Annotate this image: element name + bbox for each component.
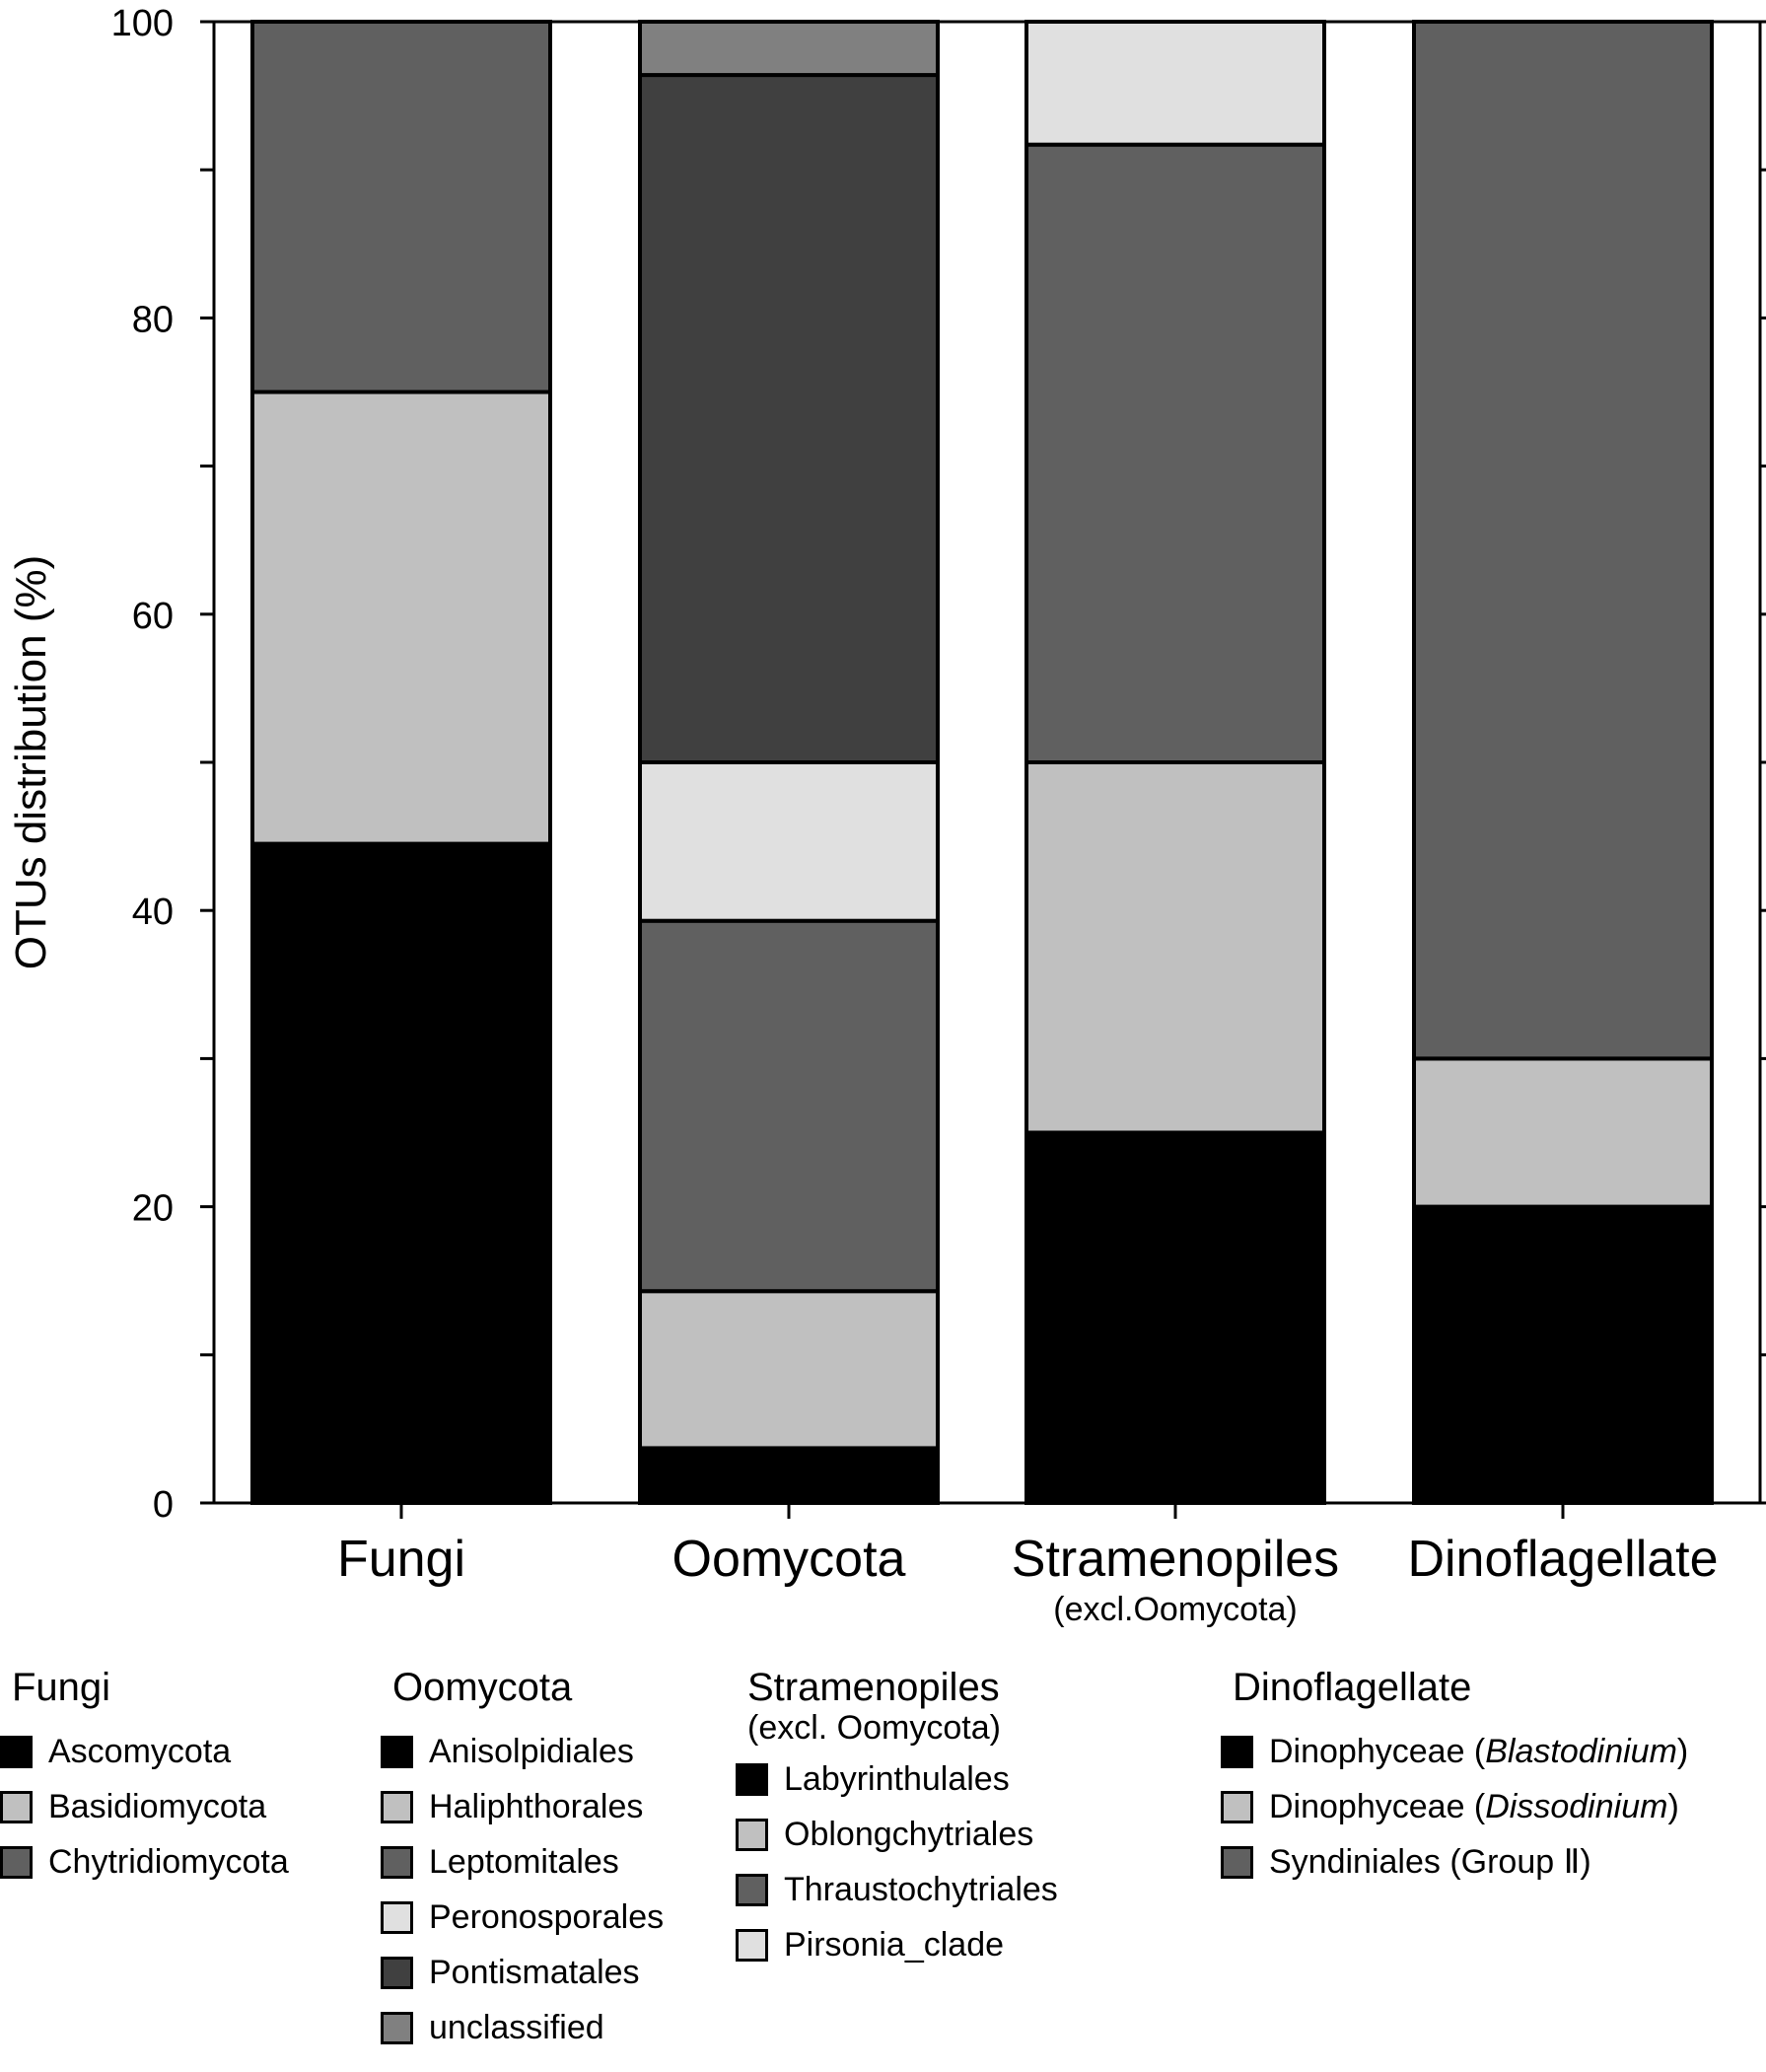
legend-item: Dinophyceae (Dissodinium) — [1221, 1779, 1688, 1834]
legend-items: Anisolpidiales Haliphthorales Leptomital… — [381, 1724, 664, 2055]
legend-items: Dinophyceae (Blastodinium) Dinophyceae (… — [1221, 1724, 1688, 1890]
chart: 0 20 40 60 80 100 Fungi Oomycota Stramenopiles(e… — [7, 3, 1766, 1628]
bar-segment — [1024, 760, 1326, 1135]
legend-swatch — [1221, 1845, 1253, 1879]
legend-item: Thraustochytriales — [736, 1862, 1058, 1917]
bar-segment — [1412, 1056, 1714, 1209]
legend-group-stramenopiles: Stramenopiles (excl. Oomycota) Labyrinth… — [736, 1665, 1058, 1972]
legend-title: Fungi — [12, 1666, 111, 1709]
legend-item: Oblongchytriales — [736, 1807, 1058, 1862]
legend-item: Ascomycota — [0, 1724, 289, 1779]
legend-items: Ascomycota Basidiomycota Chytridiomycota — [0, 1724, 289, 1890]
y-axis-label: OTUs distribution (%) — [7, 555, 55, 970]
bar-segment — [1024, 20, 1326, 147]
legend-item: Syndiniales (Group Ⅱ) — [1221, 1834, 1688, 1890]
bar-segment — [638, 760, 940, 923]
x-tick-label: Fungi — [337, 1531, 465, 1588]
x-tick-sublabel: (excl.Oomycota) — [1053, 1591, 1298, 1628]
legend-swatch — [736, 1762, 768, 1796]
legend-item: Anisolpidiales — [381, 1724, 664, 1779]
bar-segment — [250, 20, 552, 394]
y-tick-label: 100 — [111, 3, 174, 44]
legend-swatch — [381, 2011, 413, 2044]
bar-segment — [638, 73, 940, 764]
y-tick-label: 60 — [132, 596, 174, 637]
legend-title: Dinoflagellate — [1233, 1666, 1472, 1709]
legend-item: Haliphthorales — [381, 1779, 664, 1834]
legend-swatch — [381, 1900, 413, 1934]
legend-swatch — [736, 1873, 768, 1906]
legend-title: Oomycota — [392, 1666, 573, 1709]
legend-swatch — [381, 1790, 413, 1823]
legend-item: Pirsonia_clade — [736, 1917, 1058, 1972]
bar-segment — [1024, 142, 1326, 764]
legend-swatch — [1221, 1735, 1253, 1768]
bar-segment — [1412, 1204, 1714, 1505]
x-tick-label: Stramenopiles — [1012, 1531, 1339, 1588]
legend-item: unclassified — [381, 2000, 664, 2055]
x-tick-label: Dinoflagellate — [1407, 1531, 1718, 1588]
bar-segment — [638, 1446, 940, 1506]
bar-segment — [250, 390, 552, 846]
legend-swatch — [736, 1928, 768, 1962]
legend-swatch — [381, 1735, 413, 1768]
legend-item: Pontismatales — [381, 1945, 664, 2000]
legend-group-dinoflagellate: Dinoflagellate Dinophyceae (Blastodinium… — [1221, 1665, 1688, 1890]
legend-title: Stramenopiles — [747, 1666, 1000, 1709]
bar-segment — [1024, 1130, 1326, 1505]
legend-subtitle: (excl. Oomycota) — [747, 1709, 1001, 1747]
legend-swatch — [0, 1735, 33, 1768]
bar-segment — [638, 1289, 940, 1451]
y-tick-label: 20 — [132, 1188, 174, 1230]
legend-item: Basidiomycota — [0, 1779, 289, 1834]
bar-segment — [638, 20, 940, 78]
bar-segment — [250, 841, 552, 1505]
x-tick-label: Oomycota — [672, 1531, 906, 1588]
legend-swatch — [381, 1956, 413, 1989]
legend-swatch — [0, 1845, 33, 1879]
legend-item: Leptomitales — [381, 1834, 664, 1890]
y-tick-label: 0 — [153, 1484, 174, 1526]
legend-group-fungi: Fungi Ascomycota Basidiomycota Chytridio… — [0, 1665, 289, 1890]
legend-item: Chytridiomycota — [0, 1834, 289, 1890]
legend-group-oomycota: Oomycota Anisolpidiales Haliphthorales L… — [381, 1665, 664, 2055]
legend-item: Dinophyceae (Blastodinium) — [1221, 1724, 1688, 1779]
bar-segment — [638, 918, 940, 1294]
y-tick-label: 80 — [132, 299, 174, 340]
legend-swatch — [1221, 1790, 1253, 1823]
bar-segment — [1412, 20, 1714, 1061]
legend-item: Labyrinthulales — [736, 1751, 1058, 1807]
legend-swatch — [0, 1790, 33, 1823]
legend-item: Peronosporales — [381, 1890, 664, 1945]
legend-swatch — [381, 1845, 413, 1879]
y-tick-label: 40 — [132, 892, 174, 933]
legend-swatch — [736, 1818, 768, 1851]
legend-items: Labyrinthulales Oblongchytriales Thraust… — [736, 1751, 1058, 1972]
